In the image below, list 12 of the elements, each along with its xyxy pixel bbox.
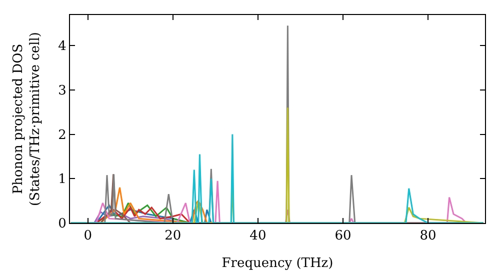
y-tick-label: 1 <box>58 172 66 188</box>
y-tick-label: 0 <box>58 216 66 232</box>
y-tick-label: 2 <box>58 128 66 143</box>
x-axis-title: Frequency (THz) <box>222 256 334 272</box>
x-tick-label: 60 <box>334 228 352 244</box>
y-tick-label: 4 <box>58 39 66 54</box>
x-tick-label: 80 <box>420 228 436 244</box>
y-tick-label: 3 <box>58 84 66 98</box>
x-tick-label: 20 <box>164 228 182 244</box>
y-axis-title: Phonon projected DOS (States/THz·primitive cell) <box>11 32 44 206</box>
x-tick-label: 40 <box>250 228 266 244</box>
x-tick-label: 0 <box>84 228 92 244</box>
